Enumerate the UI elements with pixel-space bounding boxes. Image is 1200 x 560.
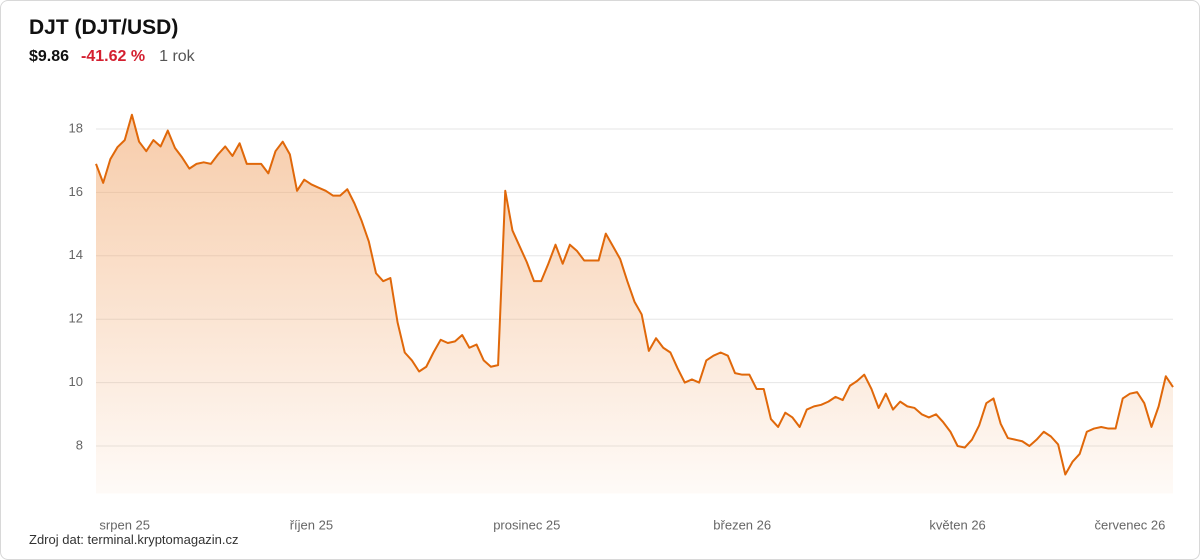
line — [95, 113, 1174, 476]
chart-title: DJT (DJT/USD) — [29, 16, 179, 39]
x-tick-label: březen 26 — [713, 517, 771, 532]
price: $9.86 — [29, 48, 70, 65]
summary: $9.86 -41.62 % 1 rok — [29, 48, 195, 66]
y-tick-label: 12 — [69, 311, 83, 326]
change: -41.62 % — [81, 48, 146, 65]
y-tick-label: 8 — [76, 437, 83, 452]
y-tick-label: 16 — [69, 184, 83, 199]
x-tick-label: říjen 25 — [290, 517, 333, 532]
source-note: Zdroj dat: terminal.kryptomagazin.cz — [29, 532, 239, 547]
x-tick-label: červenec 26 — [1095, 517, 1166, 532]
y-tick-label: 10 — [69, 374, 83, 389]
area — [96, 114, 1173, 494]
x-tick-label: prosinec 25 — [493, 517, 560, 532]
x-tick-label: květen 26 — [929, 517, 985, 532]
x-tick-label: srpen 25 — [99, 517, 150, 532]
period: 1 rok — [159, 48, 195, 65]
y-tick-label: 18 — [69, 120, 83, 135]
y-tick-label: 14 — [69, 247, 83, 262]
